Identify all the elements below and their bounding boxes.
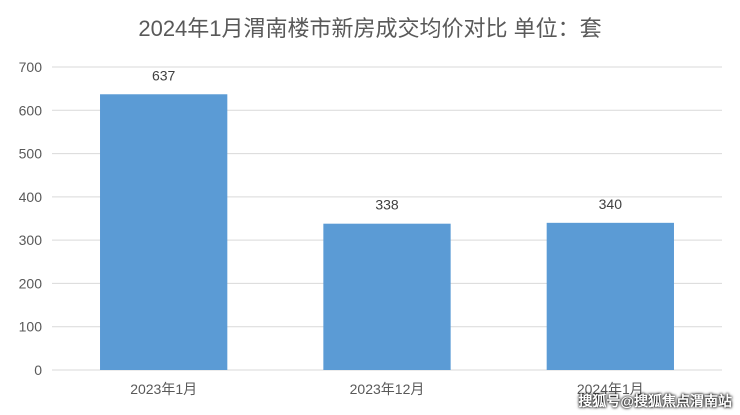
y-tick-label: 700 (19, 59, 43, 75)
y-tick-label: 500 (19, 146, 43, 162)
x-tick-label: 2023年1月 (130, 381, 197, 397)
y-tick-label: 400 (19, 189, 43, 205)
x-tick-label: 2023年12月 (350, 381, 425, 397)
y-tick-label: 300 (19, 232, 43, 248)
bar (546, 222, 674, 370)
y-tick-label: 100 (19, 319, 43, 335)
x-tick-label: 2024年1月 (577, 381, 644, 397)
data-label: 637 (152, 67, 176, 83)
data-label: 340 (599, 196, 623, 212)
y-tick-label: 600 (19, 102, 43, 118)
bar (100, 94, 228, 371)
y-tick-label: 0 (34, 362, 42, 378)
data-label: 338 (375, 197, 399, 213)
chart-title: 2024年1月渭南楼市新房成交均价对比 单位：套 (138, 16, 601, 41)
bar (323, 223, 451, 370)
watermark: 搜狐号@搜狐焦点渭南站 (578, 393, 732, 409)
y-tick-label: 200 (19, 275, 43, 291)
